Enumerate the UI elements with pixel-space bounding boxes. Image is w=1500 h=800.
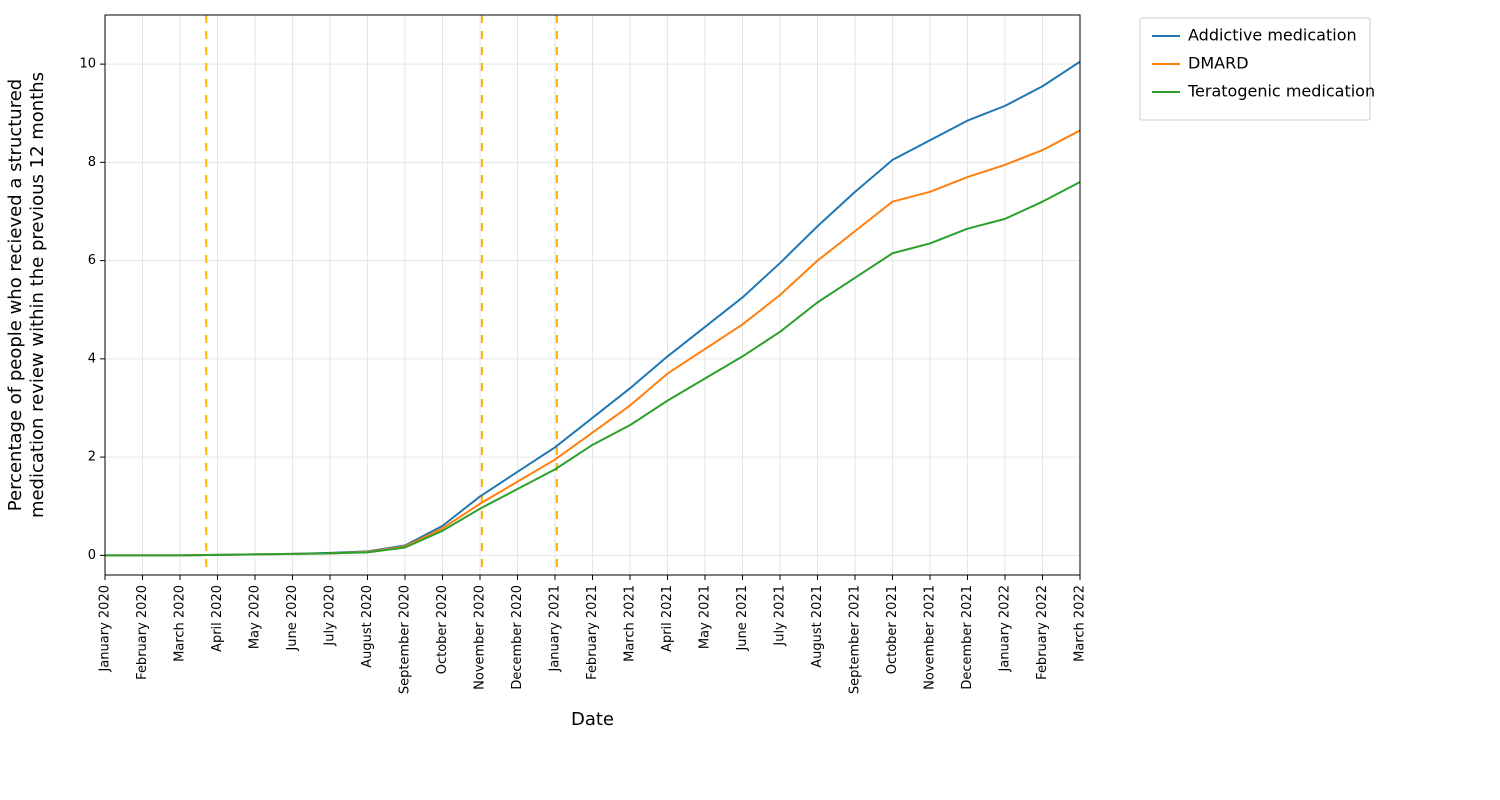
x-axis-label: Date <box>571 709 614 730</box>
y-tick-label: 8 <box>88 155 96 170</box>
x-tick-label: November 2020 <box>473 585 488 690</box>
y-tick-label: 4 <box>88 351 96 366</box>
x-tick-label: January 2022 <box>998 585 1013 673</box>
x-tick-label: February 2021 <box>585 585 600 680</box>
x-tick-label: October 2020 <box>435 585 450 674</box>
x-tick-label: June 2020 <box>285 585 300 652</box>
y-tick-label: 2 <box>88 450 96 465</box>
legend-item-label: Addictive medication <box>1188 26 1357 45</box>
x-tick-label: September 2021 <box>848 585 863 694</box>
x-tick-label: May 2020 <box>248 585 263 649</box>
x-tick-label: July 2020 <box>323 585 338 647</box>
legend: Addictive medication DMARD Teratogenic med… <box>1140 18 1375 120</box>
x-tick-label: July 2021 <box>773 585 788 647</box>
x-tick-label: April 2020 <box>210 585 225 652</box>
legend-item-label: DMARD <box>1188 54 1249 73</box>
y-tick-label: 10 <box>79 57 96 72</box>
x-tick-label: May 2021 <box>698 585 713 649</box>
y-tick-label: 0 <box>88 548 96 563</box>
x-tick-label: January 2020 <box>98 585 113 673</box>
x-tick-label: March 2022 <box>1073 585 1088 662</box>
x-tick-label: August 2021 <box>810 585 825 668</box>
x-tick-label: December 2020 <box>510 585 525 690</box>
x-tick-label: February 2022 <box>1035 585 1050 680</box>
x-tick-label: February 2020 <box>135 585 150 680</box>
x-tick-labels: January 2020 February 2020 March 2020 April… <box>98 575 1088 694</box>
x-tick-label: December 2021 <box>960 585 975 690</box>
x-tick-label: June 2021 <box>735 585 750 652</box>
x-tick-label: March 2021 <box>623 585 638 662</box>
x-tick-label: March 2020 <box>173 585 188 662</box>
x-tick-label: September 2020 <box>398 585 413 694</box>
y-tick-label: 6 <box>88 253 96 268</box>
chart-container: January 2020 February 2020 March 2020 April… <box>0 0 1500 800</box>
x-tick-label: January 2021 <box>548 585 563 673</box>
line-chart-svg: January 2020 February 2020 March 2020 April… <box>0 0 1500 800</box>
x-tick-label: August 2020 <box>360 585 375 668</box>
x-tick-label: April 2021 <box>660 585 675 652</box>
x-tick-label: October 2021 <box>885 585 900 674</box>
x-tick-label: November 2021 <box>923 585 938 690</box>
y-tick-labels: 0 2 4 6 8 10 <box>79 57 105 563</box>
y-axis-label: Percentage of people who recieved a stru… <box>5 72 48 518</box>
legend-item-label: Teratogenic medication <box>1187 82 1375 101</box>
